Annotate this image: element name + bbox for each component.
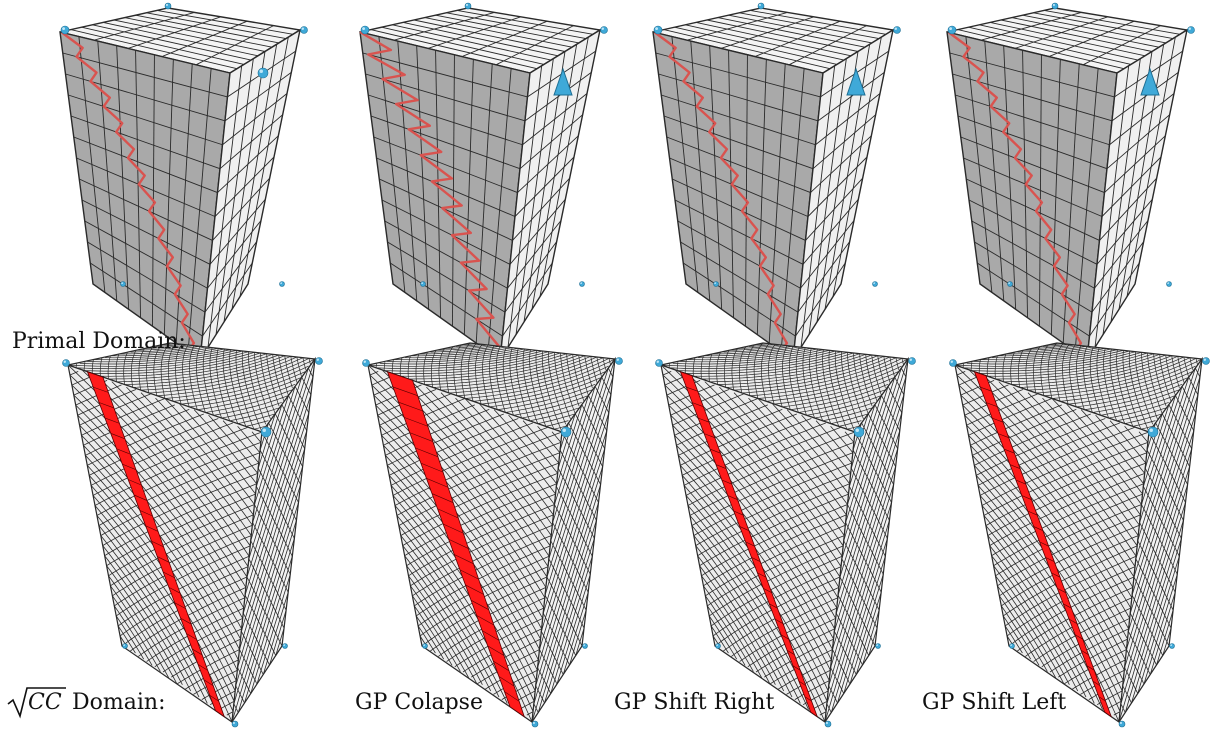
blue-sphere-icon bbox=[908, 357, 916, 365]
blue-sphere-icon bbox=[257, 67, 269, 79]
blue-sphere-icon bbox=[60, 25, 70, 35]
blue-sphere-icon bbox=[1007, 281, 1013, 287]
blue-sphere-icon bbox=[875, 643, 881, 649]
primal-mesh-1 bbox=[59, 2, 308, 366]
blue-sphere-icon bbox=[872, 281, 878, 287]
blue-sphere-icon bbox=[420, 281, 426, 287]
blue-sphere-icon bbox=[757, 2, 765, 10]
primal-mesh-4 bbox=[946, 2, 1195, 366]
seam-path bbox=[947, 31, 1083, 353]
blue-sphere-icon bbox=[62, 359, 70, 367]
blue-sphere-icon bbox=[893, 26, 901, 34]
blue-sphere-icon bbox=[422, 643, 428, 649]
sqrt-radicand: CC bbox=[28, 690, 62, 715]
blue-sphere-icon bbox=[600, 26, 608, 34]
column-label-gp-colapse: GP Colapse bbox=[355, 690, 483, 715]
blue-sphere-icon bbox=[1051, 2, 1059, 10]
blue-sphere-icon bbox=[560, 426, 572, 438]
sqrt-mesh-4 bbox=[949, 342, 1210, 728]
sqrt-mesh-1 bbox=[62, 342, 323, 728]
blue-sphere-icon bbox=[1009, 643, 1015, 649]
sqrt-cc-domain-label: CC bbox=[6, 684, 136, 720]
column-label-gp-shift-left: GP Shift Left bbox=[922, 690, 1067, 715]
blue-sphere-icon bbox=[653, 25, 663, 35]
blue-sphere-icon bbox=[360, 25, 370, 35]
blue-sphere-icon bbox=[282, 643, 288, 649]
blue-sphere-icon bbox=[279, 281, 285, 287]
blue-sphere-icon bbox=[122, 643, 128, 649]
blue-sphere-icon bbox=[1147, 426, 1159, 438]
blue-sphere-icon bbox=[824, 720, 832, 728]
red-strip bbox=[679, 371, 819, 718]
blue-sphere-icon bbox=[1166, 281, 1172, 287]
primal-domain-label: Primal Domain: bbox=[12, 329, 186, 354]
blue-triangle-icon bbox=[846, 67, 866, 96]
blue-sphere-icon bbox=[582, 643, 588, 649]
blue-sphere-icon bbox=[713, 281, 719, 287]
sqrt-mesh-3 bbox=[655, 342, 916, 728]
blue-sphere-icon bbox=[1202, 357, 1210, 365]
blue-sphere-icon bbox=[1118, 720, 1126, 728]
red-strip bbox=[86, 371, 226, 718]
blue-sphere-icon bbox=[715, 643, 721, 649]
blue-sphere-icon bbox=[231, 720, 239, 728]
blue-sphere-icon bbox=[164, 2, 172, 10]
primal-mesh-2 bbox=[359, 2, 608, 366]
blue-sphere-icon bbox=[949, 359, 957, 367]
sqrt-domain-suffix: Domain: bbox=[72, 690, 166, 715]
red-strip bbox=[973, 371, 1113, 718]
seam-path bbox=[359, 30, 501, 349]
blue-sphere-icon bbox=[464, 2, 472, 10]
column-label-gp-shift-right: GP Shift Right bbox=[614, 690, 775, 715]
blue-sphere-icon bbox=[362, 359, 370, 367]
seam-path bbox=[653, 31, 789, 353]
blue-sphere-icon bbox=[260, 426, 272, 438]
blue-sphere-icon bbox=[579, 281, 585, 287]
primal-mesh-3 bbox=[652, 2, 901, 366]
blue-sphere-icon bbox=[655, 359, 663, 367]
red-strip bbox=[386, 371, 526, 718]
blue-sphere-icon bbox=[615, 357, 623, 365]
blue-sphere-icon bbox=[120, 281, 126, 287]
blue-sphere-icon bbox=[315, 357, 323, 365]
blue-sphere-icon bbox=[853, 426, 865, 438]
blue-sphere-icon bbox=[531, 720, 539, 728]
blue-triangle-icon bbox=[553, 67, 573, 96]
blue-sphere-icon bbox=[1187, 26, 1195, 34]
blue-sphere-icon bbox=[300, 26, 308, 34]
blue-sphere-icon bbox=[947, 25, 957, 35]
sqrt-radical-icon bbox=[7, 687, 66, 719]
sqrt-mesh-2 bbox=[362, 342, 623, 728]
blue-sphere-icon bbox=[1169, 643, 1175, 649]
seam-path bbox=[60, 31, 196, 353]
blue-triangle-icon bbox=[1140, 67, 1160, 96]
